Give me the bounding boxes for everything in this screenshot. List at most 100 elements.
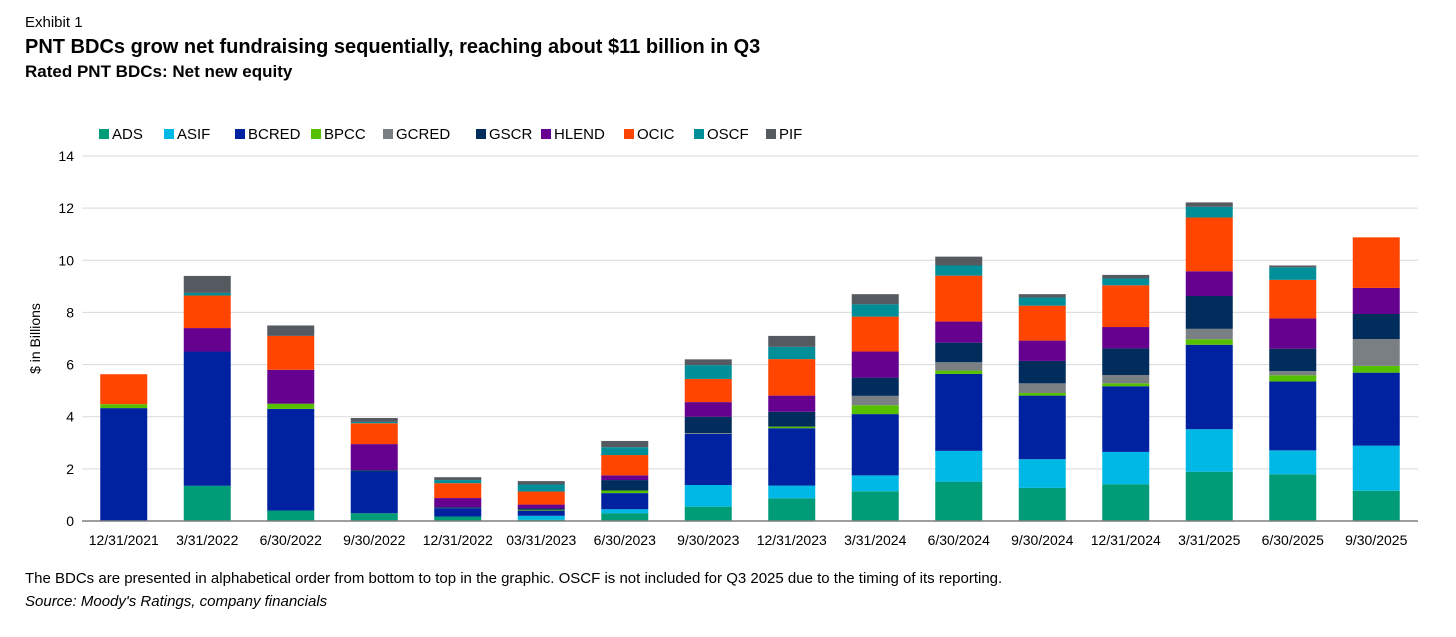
bar-segment-bpcc: [1269, 375, 1317, 382]
bar-segment-bcred: [768, 428, 816, 486]
bar-segment-ads: [1018, 487, 1066, 521]
bar-segment-ocic: [851, 316, 899, 352]
bar-segment-gscr: [517, 508, 565, 510]
x-tick-label: 12/31/2022: [423, 532, 493, 548]
y-tick-label: 2: [66, 461, 74, 477]
bar-segment-gscr: [935, 342, 983, 363]
bar-segment-oscf: [183, 292, 231, 296]
bar-segment-bcred: [183, 351, 231, 486]
y-tick-label: 14: [58, 148, 74, 164]
bar-segment-ads: [768, 498, 816, 521]
bar-segment-asif: [1185, 429, 1233, 472]
bar-segment-asif: [1352, 445, 1400, 491]
bar-segment-bpcc: [601, 490, 649, 494]
bar-segment-ocic: [768, 359, 816, 396]
bar-segment-pif: [1185, 202, 1233, 207]
bar-segment-ocic: [1102, 285, 1150, 328]
bar-segment-hlend: [434, 498, 482, 508]
bar-segment-bcred: [1018, 395, 1066, 460]
chart-title: PNT BDCs grow net fundraising sequential…: [25, 36, 761, 58]
bar-segment-hlend: [601, 475, 649, 481]
legend-label-bpcc: BPCC: [324, 126, 366, 143]
bar-segment-gscr: [1352, 313, 1400, 340]
bar-segment-asif: [601, 509, 649, 514]
bar-segment-bpcc: [517, 509, 565, 511]
bar-segment-bcred: [851, 414, 899, 476]
bar-segment-gscr: [1018, 360, 1066, 384]
bar-segment-ads: [684, 506, 732, 521]
legend-label-gcred: GCRED: [396, 126, 450, 143]
bar-segment-pif: [684, 359, 732, 366]
bar-segment-gscr: [601, 480, 649, 491]
bar-segment-asif: [851, 475, 899, 492]
bar-segment-pif: [935, 256, 983, 266]
exhibit-label: Exhibit 1: [25, 14, 83, 31]
bar-segment-asif: [1102, 451, 1150, 485]
bar-segment-ocic: [267, 335, 315, 370]
x-tick-label: 12/31/2024: [1091, 532, 1161, 548]
bar-segment-ads: [267, 510, 315, 521]
bar-segment-ads: [1185, 471, 1233, 521]
bar-segment-ads: [601, 513, 649, 521]
bar-segment-pif: [1018, 294, 1066, 298]
bar-segment-bpcc: [1185, 339, 1233, 345]
bar-segment-bcred: [267, 408, 315, 511]
bar-segment-gscr: [851, 377, 899, 396]
bar-segment-gcred: [1352, 339, 1400, 366]
bar-segment-gcred: [1102, 375, 1150, 384]
y-tick-label: 12: [58, 200, 74, 216]
bar-segment-hlend: [1018, 340, 1066, 361]
bar-segment-ocic: [350, 423, 398, 445]
bar-segment-ocic: [601, 455, 649, 476]
legend-swatch-pif: [766, 129, 776, 139]
bar-segment-hlend: [1102, 327, 1150, 349]
bar-segment-bpcc: [768, 426, 816, 429]
bar-segment-oscf: [1102, 278, 1150, 286]
bar-segment-ocic: [935, 275, 983, 322]
x-tick-label: 9/30/2024: [1011, 532, 1073, 548]
bar-segment-gscr: [768, 411, 816, 427]
x-tick-label: 6/30/2024: [928, 532, 990, 548]
bar-segment-ads: [1102, 484, 1150, 521]
bar-segment-oscf: [684, 365, 732, 379]
bar-segment-oscf: [434, 480, 482, 484]
bar-segment-hlend: [851, 351, 899, 378]
bar-segment-ocic: [183, 295, 231, 329]
bar-segment-hlend: [768, 395, 816, 412]
bar-segment-gcred: [1269, 371, 1317, 376]
legend-swatch-bpcc: [311, 129, 321, 139]
bar-segment-gscr: [1102, 348, 1150, 375]
x-tick-label: 3/31/2022: [176, 532, 238, 548]
y-tick-label: 4: [66, 409, 74, 425]
x-tick-label: 9/30/2022: [343, 532, 405, 548]
bar-segment-bcred: [517, 510, 565, 516]
x-tick-label: 6/30/2023: [594, 532, 656, 548]
x-tick-label: 12/31/2023: [757, 532, 827, 548]
bar-segment-bpcc: [851, 405, 899, 415]
legend-label-pif: PIF: [779, 126, 802, 143]
bar-segment-ocic: [434, 483, 482, 499]
bar-segment-bcred: [1185, 344, 1233, 430]
bar-segment-gcred: [684, 433, 732, 434]
bar-segment-asif: [1269, 450, 1317, 475]
bar-segment-ocic: [100, 374, 148, 405]
bar-segment-pif: [183, 275, 231, 293]
bar-segment-ads: [350, 513, 398, 521]
legend-label-asif: ASIF: [177, 126, 210, 143]
legend-label-hlend: HLEND: [554, 126, 605, 143]
bar-segment-ads: [1269, 474, 1317, 521]
bar-segment-oscf: [350, 421, 398, 424]
bar-segment-pif: [267, 325, 315, 336]
x-tick-label: 03/31/2023: [506, 532, 576, 548]
bar-segment-hlend: [684, 402, 732, 417]
bar-segment-oscf: [851, 304, 899, 317]
bar-segment-asif: [768, 485, 816, 499]
bar-segment-gcred: [851, 395, 899, 406]
bar-segment-bcred: [100, 408, 148, 521]
bar-segment-ocic: [1352, 237, 1400, 288]
legend-swatch-asif: [164, 129, 174, 139]
bar-segment-asif: [935, 450, 983, 482]
bar-segment-oscf: [1185, 206, 1233, 218]
x-tick-label: 3/31/2025: [1178, 532, 1240, 548]
